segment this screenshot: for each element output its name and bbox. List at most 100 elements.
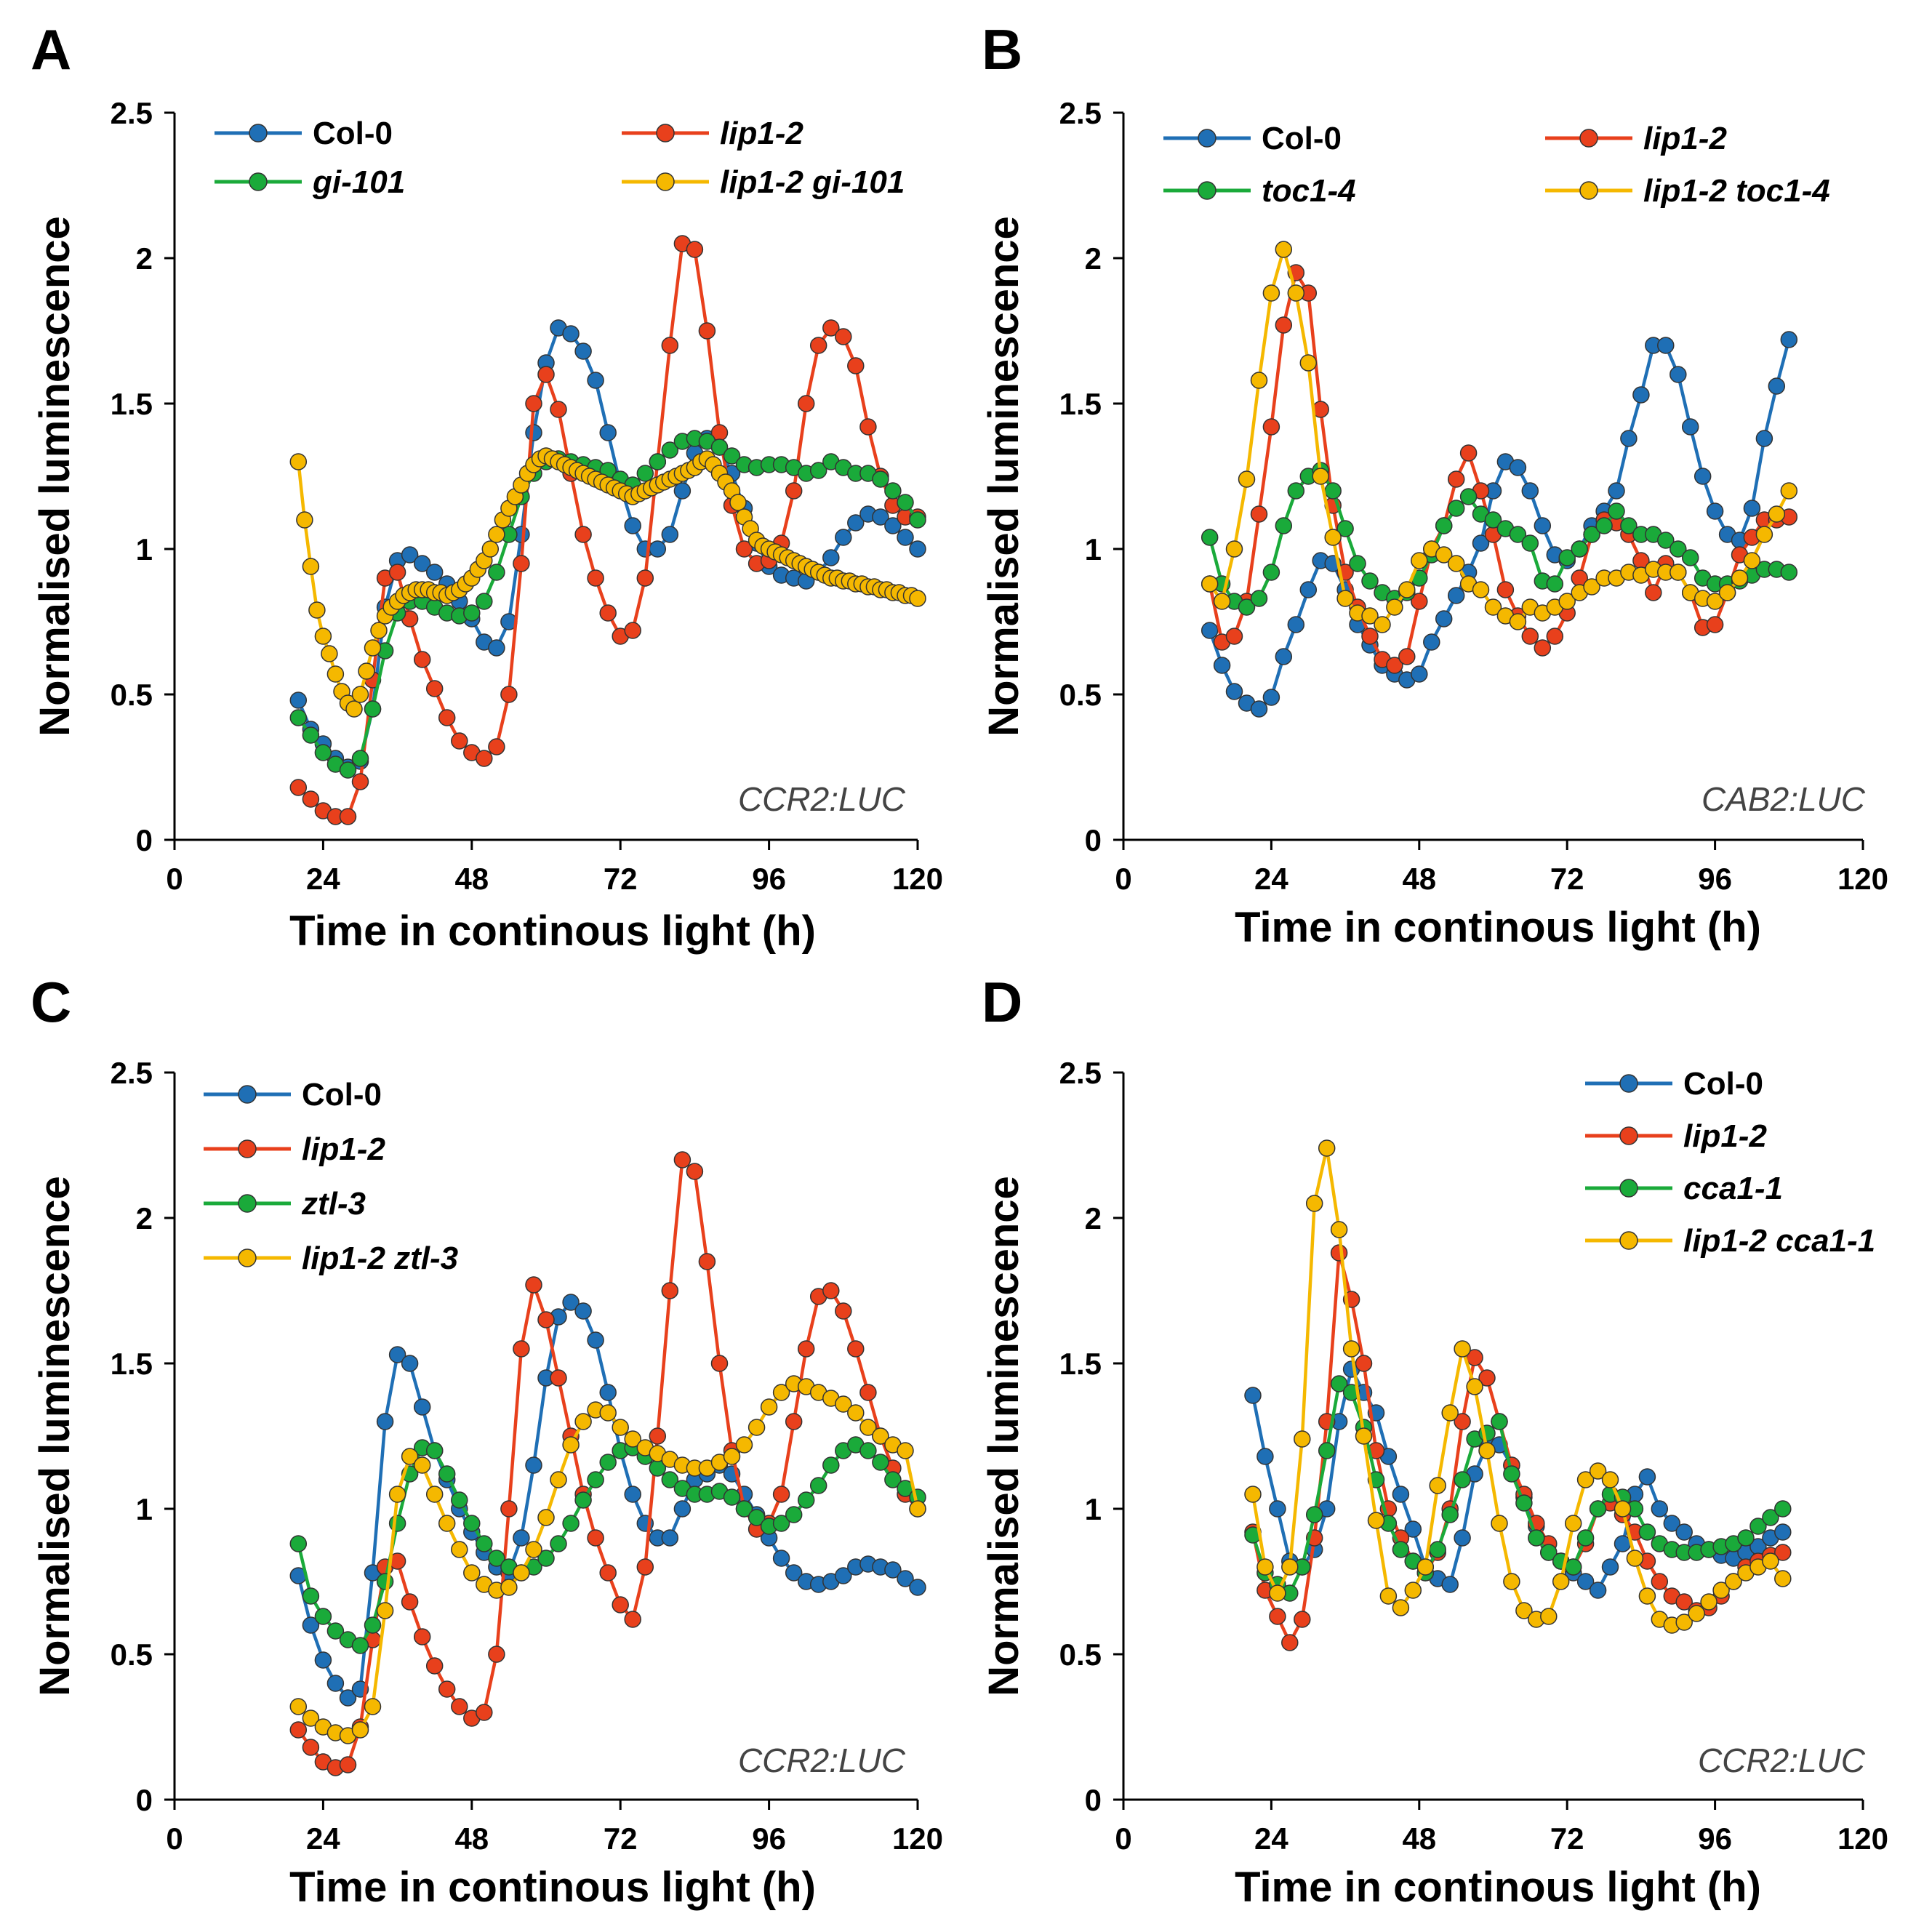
data-point	[289, 709, 308, 726]
y-tick-label: 2	[1085, 1201, 1102, 1235]
data-point	[1681, 549, 1699, 566]
legend-marker	[238, 1139, 257, 1158]
legend-item: lip1-2 gi-101	[622, 164, 905, 200]
data-point	[1392, 1486, 1410, 1503]
data-point	[1534, 639, 1552, 657]
data-point	[401, 1355, 419, 1372]
legend-item: Col-0	[204, 1077, 382, 1113]
data-point	[1540, 1608, 1558, 1625]
data-point	[1225, 540, 1243, 558]
data-point	[587, 372, 604, 389]
data-point	[1238, 470, 1256, 488]
legend-item: toc1-4	[1163, 173, 1356, 209]
data-point	[909, 1500, 926, 1518]
data-point	[345, 700, 363, 718]
data-point	[661, 1282, 679, 1299]
x-tick-label: 120	[1837, 862, 1888, 896]
data-point	[710, 1355, 729, 1372]
data-point	[822, 1456, 840, 1474]
panel-letter: D	[982, 970, 1022, 1034]
x-tick-label: 96	[1698, 1821, 1732, 1856]
data-point	[401, 1593, 419, 1611]
x-tick-label: 0	[166, 862, 183, 896]
legend-marker	[1579, 181, 1598, 200]
data-point	[1305, 1195, 1323, 1212]
data-point	[302, 726, 320, 744]
data-point	[1774, 1570, 1792, 1587]
legend-marker	[249, 172, 268, 191]
data-point	[1201, 622, 1219, 639]
y-tick-label: 0	[1085, 823, 1102, 857]
data-point	[289, 1721, 308, 1739]
series-col-0	[289, 1294, 926, 1707]
data-point	[500, 686, 518, 703]
data-point	[872, 1454, 889, 1471]
data-point	[1546, 575, 1564, 593]
data-point	[673, 1151, 692, 1169]
data-point	[500, 1579, 518, 1596]
data-point	[451, 1541, 468, 1558]
data-point	[1404, 1582, 1422, 1599]
data-point	[537, 366, 555, 383]
legend-marker	[249, 124, 268, 143]
data-point	[1632, 386, 1650, 404]
y-tick-label: 0	[136, 823, 153, 857]
legend-marker	[1619, 1231, 1638, 1250]
data-point	[1287, 284, 1305, 302]
data-point	[624, 1611, 641, 1628]
data-point	[1398, 648, 1416, 665]
data-point	[835, 1567, 852, 1584]
data-point	[1645, 584, 1662, 601]
data-point	[897, 1570, 914, 1587]
data-point	[1595, 517, 1613, 534]
x-tick-label: 120	[1837, 1821, 1888, 1856]
data-point	[1663, 1515, 1681, 1532]
data-point	[463, 1564, 481, 1582]
data-point	[364, 700, 382, 718]
data-point	[661, 441, 679, 459]
data-point	[1534, 517, 1552, 534]
data-point	[1768, 377, 1786, 395]
data-point	[1213, 657, 1231, 674]
legend-marker	[238, 1085, 257, 1104]
data-point	[735, 540, 753, 558]
data-point	[513, 555, 530, 572]
y-tick-label: 2.5	[1059, 1056, 1102, 1090]
data-point	[1454, 1413, 1471, 1430]
data-point	[481, 540, 500, 558]
data-point	[847, 1404, 865, 1422]
data-point	[1670, 366, 1687, 383]
data-point	[302, 1709, 320, 1727]
data-point	[1626, 1550, 1644, 1567]
data-point	[562, 1294, 580, 1311]
data-point	[723, 1448, 741, 1465]
data-point	[1269, 1584, 1286, 1602]
data-point	[326, 1622, 345, 1640]
data-point	[661, 337, 679, 354]
data-point	[302, 1616, 320, 1634]
data-point	[587, 1331, 604, 1349]
legend-item: lip1-2	[204, 1131, 385, 1167]
data-point	[1780, 564, 1798, 581]
data-point	[1294, 1430, 1311, 1448]
data-point	[364, 1698, 382, 1715]
data-point	[1367, 1512, 1385, 1529]
data-point	[1583, 578, 1600, 596]
data-point	[1416, 1558, 1435, 1576]
data-point	[351, 1721, 369, 1739]
legend-marker	[1579, 129, 1598, 148]
data-point	[1589, 1500, 1607, 1518]
data-point	[302, 790, 320, 808]
data-point	[1670, 540, 1687, 558]
data-point	[1435, 546, 1453, 564]
data-point	[1576, 1529, 1595, 1547]
data-point	[1324, 529, 1342, 546]
data-point	[1441, 1506, 1459, 1523]
x-axis-title: Time in continous light (h)	[1235, 1864, 1761, 1911]
data-point	[797, 1340, 815, 1358]
legend-item: Col-0	[1585, 1066, 1763, 1102]
data-point	[909, 540, 926, 558]
data-point	[1374, 616, 1391, 633]
data-point	[710, 438, 729, 456]
